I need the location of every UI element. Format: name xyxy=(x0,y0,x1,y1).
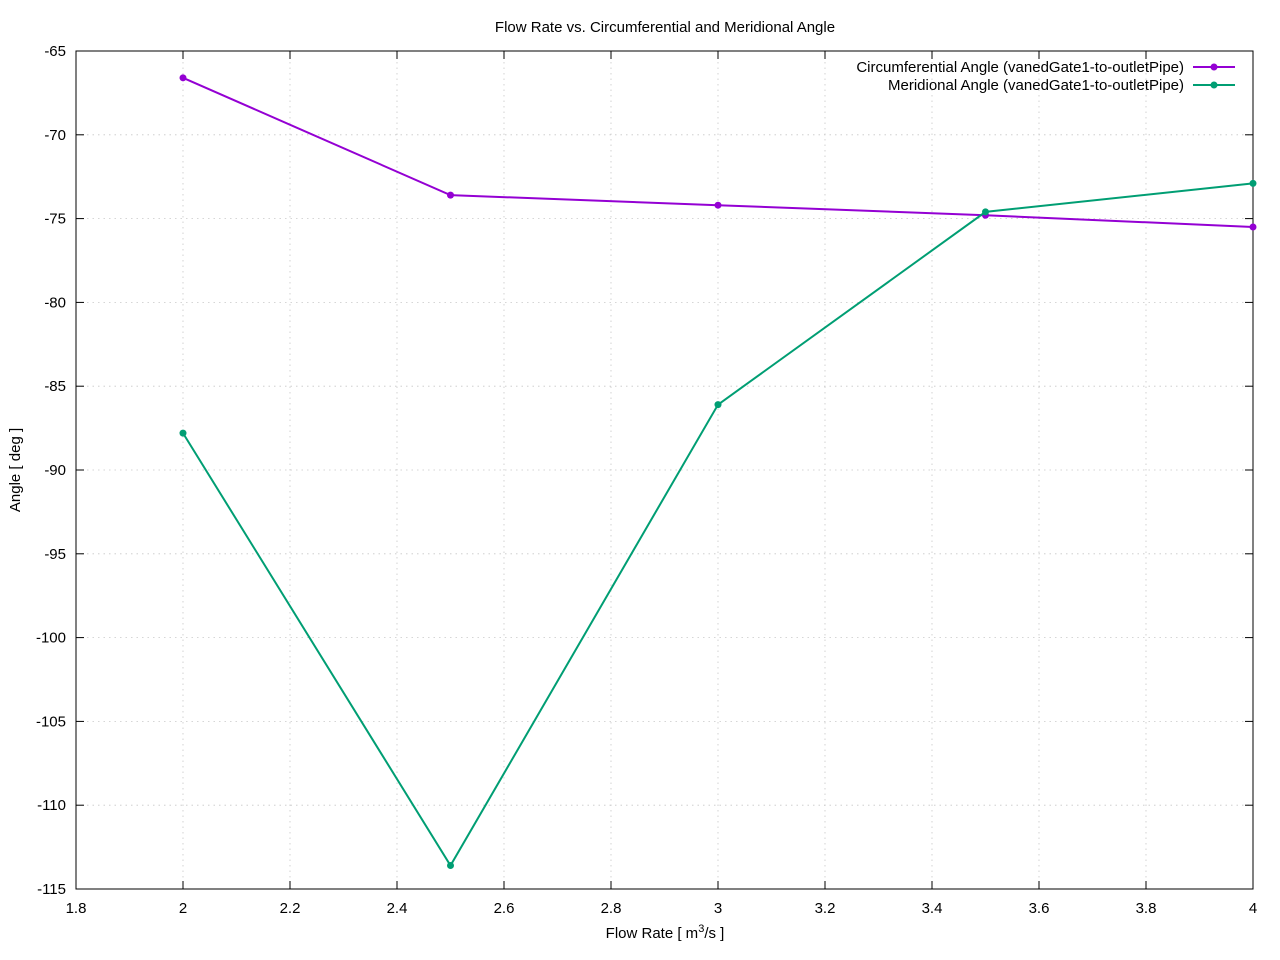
legend-swatch-point xyxy=(1210,63,1218,71)
legend-entry-label: Meridional Angle (vanedGate1-to-outletPi… xyxy=(888,77,1184,94)
y-tick-label: -110 xyxy=(37,797,66,814)
data-point xyxy=(179,429,187,437)
legend: Circumferential Angle (vanedGate1-to-out… xyxy=(856,59,1235,94)
y-tick-label: -100 xyxy=(36,630,66,647)
grid xyxy=(76,51,1253,889)
data-point xyxy=(447,191,454,199)
data-point xyxy=(1249,223,1257,231)
x-tick-label: 2.4 xyxy=(387,900,408,917)
y-tick-label: -80 xyxy=(44,294,66,311)
y-axis-label: Angle [ deg ] xyxy=(7,428,24,512)
y-tick-label: -90 xyxy=(44,462,66,479)
data-point xyxy=(1249,179,1257,187)
data-point xyxy=(714,401,722,409)
y-tick-label: -70 xyxy=(44,127,66,144)
data-point xyxy=(447,862,454,870)
x-tick-label: 3 xyxy=(714,900,722,917)
x-tick-label: 2.6 xyxy=(494,900,515,917)
y-tick-label: -65 xyxy=(44,43,66,60)
data-point xyxy=(179,74,187,82)
chart-title: Flow Rate vs. Circumferential and Meridi… xyxy=(495,19,835,36)
x-tick-label: 3.2 xyxy=(815,900,836,917)
x-tick-label: 4 xyxy=(1249,900,1257,917)
x-tick-label: 2.8 xyxy=(601,900,622,917)
x-tick-label: 2 xyxy=(179,900,187,917)
legend-entry-label: Circumferential Angle (vanedGate1-to-out… xyxy=(856,59,1184,76)
x-axis-tick-labels: 1.8 2 2.2 2.4 2.6 2.8 3 3.2 3.4 3.6 3.8 4 xyxy=(66,900,1258,917)
x-tick-label: 3.6 xyxy=(1029,900,1050,917)
y-tick-label: -85 xyxy=(44,378,66,395)
x-tick-label: 3.4 xyxy=(922,900,943,917)
y-tick-label: -95 xyxy=(44,546,66,563)
y-tick-label: -75 xyxy=(44,211,66,228)
series xyxy=(179,74,1257,870)
y-axis-tick-labels: -65 -70 -75 -80 -85 -90 -95 -100 -105 -110 -115 xyxy=(36,43,66,898)
x-tick-label: 2.2 xyxy=(280,900,301,917)
x-tick-label: 1.8 xyxy=(66,900,87,917)
data-point xyxy=(982,208,989,216)
y-tick-label: -105 xyxy=(36,713,66,730)
legend-swatch-point xyxy=(1210,81,1218,89)
data-point xyxy=(714,201,722,209)
axis-ticks xyxy=(75,50,1254,890)
x-tick-label: 3.8 xyxy=(1136,900,1157,917)
y-tick-label: -115 xyxy=(37,881,66,898)
x-axis-label: Flow Rate [ m3/s ] xyxy=(606,923,725,942)
